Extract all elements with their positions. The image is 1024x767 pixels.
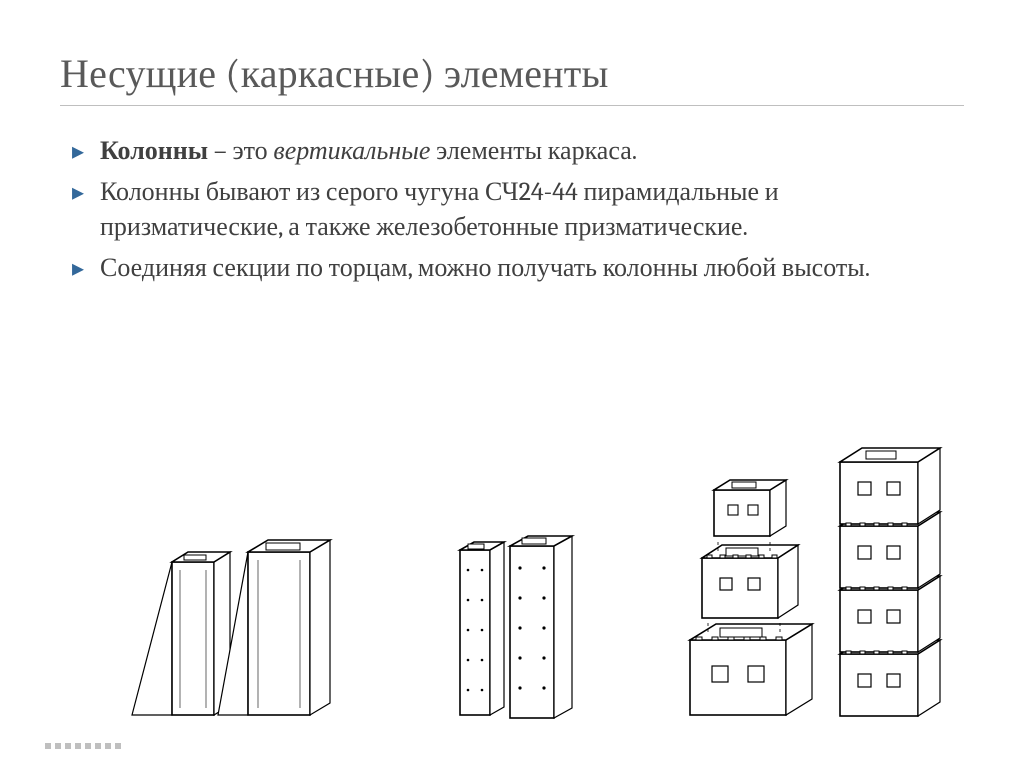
text: – это	[208, 136, 273, 166]
slide-title: Несущие (каркасные) элементы	[60, 50, 964, 106]
bullet-list: Колонны – это вертикальные элементы карк…	[72, 134, 964, 286]
columns-figure	[60, 430, 964, 737]
stacked-blocks-group	[690, 448, 940, 716]
bold-text: Колонны	[100, 136, 208, 166]
prismatic-group	[460, 536, 572, 718]
pyramidal-group	[132, 540, 330, 715]
italic-text: вертикальные	[273, 136, 430, 166]
list-item: Колонны бывают из серого чугуна СЧ24-44 …	[72, 175, 964, 245]
list-item: Колонны – это вертикальные элементы карк…	[72, 134, 964, 169]
list-item: Соединяя секции по торцам, можно получат…	[72, 251, 964, 286]
text: элементы каркаса.	[430, 136, 637, 166]
text: Колонны бывают из серого чугуна СЧ24-44 …	[100, 177, 779, 242]
text: Соединяя секции по торцам, можно получат…	[100, 253, 870, 283]
footer-ticks	[45, 743, 121, 749]
